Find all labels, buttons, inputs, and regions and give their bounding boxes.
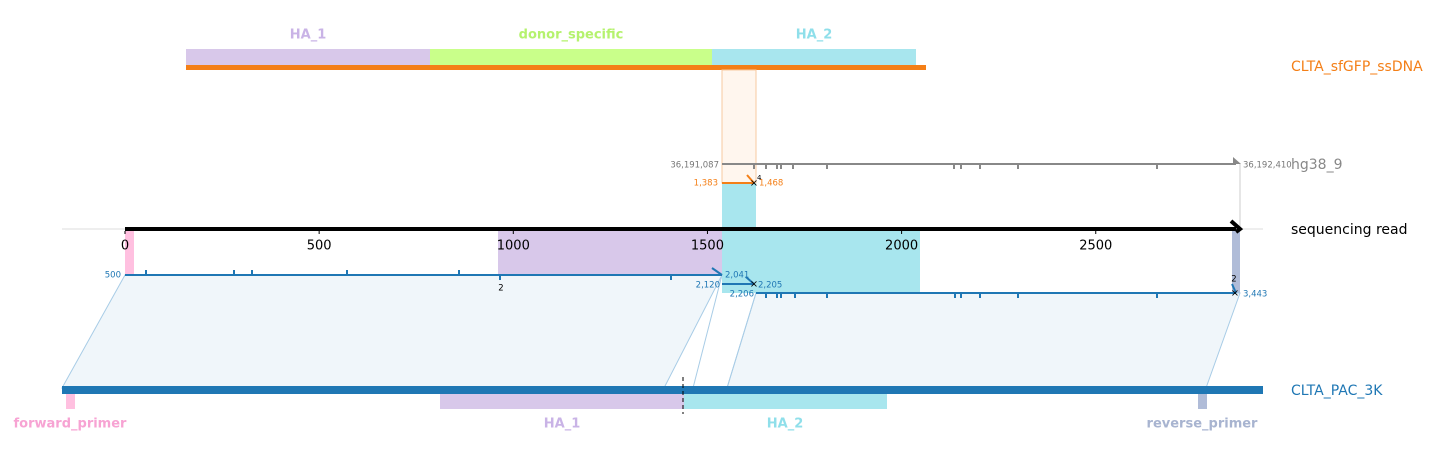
- donor-ha2: [712, 49, 916, 65]
- feature-label: HA_1: [544, 417, 581, 432]
- donor-band: [721, 69, 757, 184]
- feature-label: reverse_primer: [1147, 417, 1259, 432]
- read-arrow: [1229, 219, 1244, 234]
- donor-specific: [430, 49, 712, 65]
- reference-line: [62, 386, 1263, 394]
- ha2-band: [722, 183, 756, 229]
- tick-label: 500: [307, 239, 332, 254]
- genome-arrow: [1233, 157, 1241, 164]
- read-name: sequencing read: [1291, 222, 1407, 238]
- feature-label: HA_1: [290, 28, 327, 43]
- coord-label: 2,206: [730, 290, 754, 300]
- ref-feature: [440, 394, 684, 409]
- coord-label: 2,205: [758, 281, 782, 291]
- mismatch: ×: [750, 279, 758, 290]
- coord-label: 2,041: [725, 271, 749, 281]
- ref-feature: [1198, 394, 1207, 409]
- coord-label: 3,443: [1243, 290, 1267, 300]
- donor-name: CLTA_sfGFP_ssDNA: [1291, 59, 1423, 75]
- coord-label: 500: [105, 271, 121, 281]
- tick-label: 0: [121, 239, 129, 254]
- count: 2: [498, 284, 503, 294]
- mismatch: ×: [1231, 288, 1239, 299]
- alignment: [745, 276, 755, 285]
- alignment-ticks: [145, 270, 1158, 298]
- read-primer: [125, 230, 134, 275]
- donor-alignment: [746, 174, 755, 184]
- coord-label: 36,191,087: [670, 161, 719, 171]
- mismatch: ×: [750, 178, 758, 189]
- alignment: [711, 267, 723, 276]
- axis-ticks: 0 500 1000 1500 2000 2500: [121, 231, 1112, 254]
- count: 4: [757, 174, 762, 182]
- reference-name: CLTA_PAC_3K: [1291, 383, 1383, 399]
- alignment-edge: [692, 274, 723, 389]
- coord-label: 1,383: [694, 179, 718, 189]
- genome-ticks: [753, 164, 1158, 169]
- alignment-edge: [726, 292, 757, 389]
- coord-label: 2,120: [696, 281, 720, 291]
- feature-label: HA_2: [767, 417, 804, 432]
- tick-label: 1500: [691, 239, 724, 254]
- feature-label: donor_specific: [519, 28, 624, 43]
- ref-feature: [66, 394, 75, 409]
- tick-label: 2000: [885, 239, 918, 254]
- alignment-band: [726, 292, 1241, 389]
- coord-label: 1,468: [759, 179, 783, 189]
- tick-label: 1000: [497, 239, 530, 254]
- read-ha2: [722, 230, 920, 293]
- count: 2: [1231, 275, 1236, 285]
- alignment: [1231, 283, 1237, 294]
- donor-line: [186, 65, 926, 70]
- read-ha1: [498, 230, 722, 275]
- tick-label: 2500: [1079, 239, 1112, 254]
- alignment-band: [61, 274, 723, 389]
- genome-name: hg38_9: [1291, 157, 1342, 173]
- coord-label: 36,192,410: [1243, 161, 1292, 171]
- feature-label: forward_primer: [14, 417, 128, 432]
- donor-ha1: [186, 49, 430, 65]
- ref-feature: [684, 394, 887, 409]
- read-primer: [1232, 230, 1240, 293]
- feature-label: HA_2: [796, 28, 833, 43]
